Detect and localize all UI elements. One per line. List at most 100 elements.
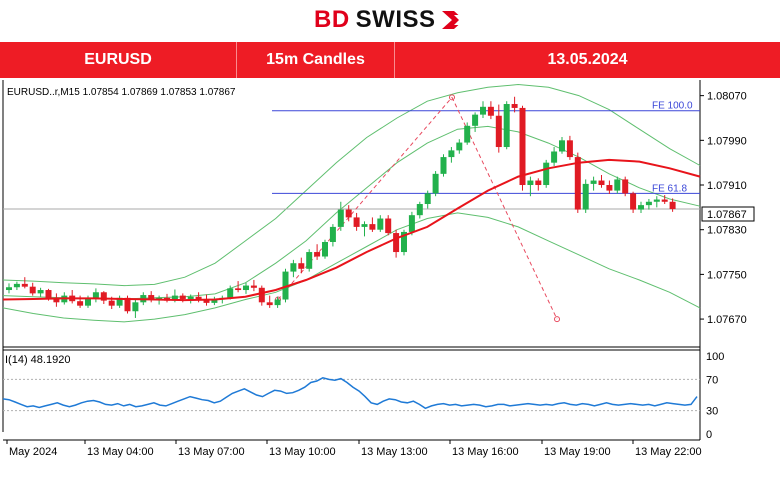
candle	[306, 249, 313, 272]
candle	[314, 244, 321, 260]
candle-body	[195, 296, 202, 301]
candle-body	[448, 150, 455, 158]
candle-body	[551, 151, 558, 163]
candle-body	[29, 286, 36, 294]
candle	[424, 190, 431, 209]
price-chart-panel[interactable]: FE 100.0 FE 61.8 100 70 30 0 1.08070 1.07990 1…	[0, 80, 780, 485]
candle-body	[187, 296, 194, 299]
rsi-tick-label: 0	[706, 429, 712, 441]
indicator-label: I(14) 48.1920	[5, 354, 70, 366]
candle	[638, 201, 644, 213]
candle-body	[566, 140, 573, 158]
fib-level-label-2: FE 61.8	[652, 183, 687, 194]
candle	[614, 176, 621, 194]
candle	[480, 101, 486, 118]
candle	[519, 105, 526, 191]
candle	[661, 195, 668, 205]
candle	[385, 215, 392, 236]
candle-body	[124, 297, 131, 312]
candle	[211, 296, 218, 306]
candle-body	[487, 106, 494, 116]
candle	[243, 282, 249, 294]
candle-body	[669, 201, 676, 210]
candle-body	[266, 302, 273, 306]
candle-body	[179, 295, 186, 299]
candle-body	[645, 201, 652, 206]
candle	[377, 215, 384, 232]
candle-body	[527, 180, 534, 186]
rsi-tick-label: 100	[706, 351, 724, 363]
candle-body	[92, 292, 99, 298]
candle	[590, 176, 597, 191]
candle-body	[582, 183, 589, 210]
candle	[92, 288, 99, 303]
brand-logo: BD SWISS	[0, 0, 780, 40]
candle	[408, 211, 415, 236]
fib-projection-point-3	[554, 316, 560, 323]
candle	[148, 291, 155, 303]
header-date: 13.05.2024	[547, 51, 628, 68]
candle	[187, 294, 194, 304]
candle-body	[622, 179, 629, 194]
candle	[551, 147, 558, 167]
x-tick-label: 13 May 19:00	[544, 446, 611, 458]
price-chart[interactable]: FE 100.0 FE 61.8 100 70 30 0 1.08070 1.07990 1…	[0, 80, 780, 485]
candle-body	[314, 252, 321, 257]
candle	[298, 257, 305, 274]
candle-body	[401, 231, 407, 253]
candle	[345, 205, 352, 222]
candle-body	[37, 290, 44, 294]
candle-body	[45, 290, 52, 299]
x-tick-label: 13 May 22:00	[635, 446, 702, 458]
candle-body	[574, 157, 581, 210]
candle	[559, 136, 565, 154]
candle-body	[100, 292, 107, 301]
brand-chevron-icon	[441, 11, 465, 29]
candle-body	[519, 107, 526, 186]
candle-body	[282, 271, 289, 300]
candle	[132, 299, 139, 318]
last-price-box	[701, 206, 755, 222]
candle	[622, 176, 629, 197]
candle-body	[148, 295, 155, 300]
candle	[432, 171, 439, 197]
candle	[464, 122, 471, 145]
candle-body	[85, 297, 91, 306]
candle-body	[258, 287, 265, 303]
candle-body	[408, 215, 415, 232]
candle	[566, 135, 573, 160]
candle	[37, 287, 44, 297]
candle	[416, 201, 423, 219]
candle-body	[614, 179, 621, 191]
candle-body	[440, 157, 447, 174]
candle	[282, 268, 289, 303]
candle-body	[503, 104, 510, 148]
candle-body	[290, 263, 297, 272]
candle	[361, 221, 368, 237]
candle	[29, 282, 36, 296]
y-tick-label: 1.07830	[707, 225, 747, 237]
candle-body	[116, 297, 123, 306]
candle	[487, 101, 494, 120]
candle	[456, 139, 463, 154]
candle	[606, 180, 613, 194]
candle-body	[329, 226, 336, 242]
candle-body	[630, 193, 637, 210]
candle	[116, 295, 123, 308]
candle-body	[132, 302, 139, 312]
candle-body	[108, 300, 115, 306]
header-timeframe: 15m Candles	[237, 42, 395, 78]
candle	[440, 154, 447, 177]
candle	[266, 295, 273, 308]
candle	[53, 293, 60, 307]
candle-body	[203, 300, 210, 303]
candle-body	[606, 185, 613, 191]
candle-body	[464, 125, 471, 143]
candle-body	[353, 217, 360, 227]
candle-body	[424, 193, 431, 205]
x-tick-label: 13 May 07:00	[178, 446, 245, 458]
candle-body	[535, 180, 542, 186]
brand-name-part1: BD	[314, 6, 350, 33]
fib-projection-point-2	[449, 94, 455, 101]
candle-body	[456, 142, 463, 151]
